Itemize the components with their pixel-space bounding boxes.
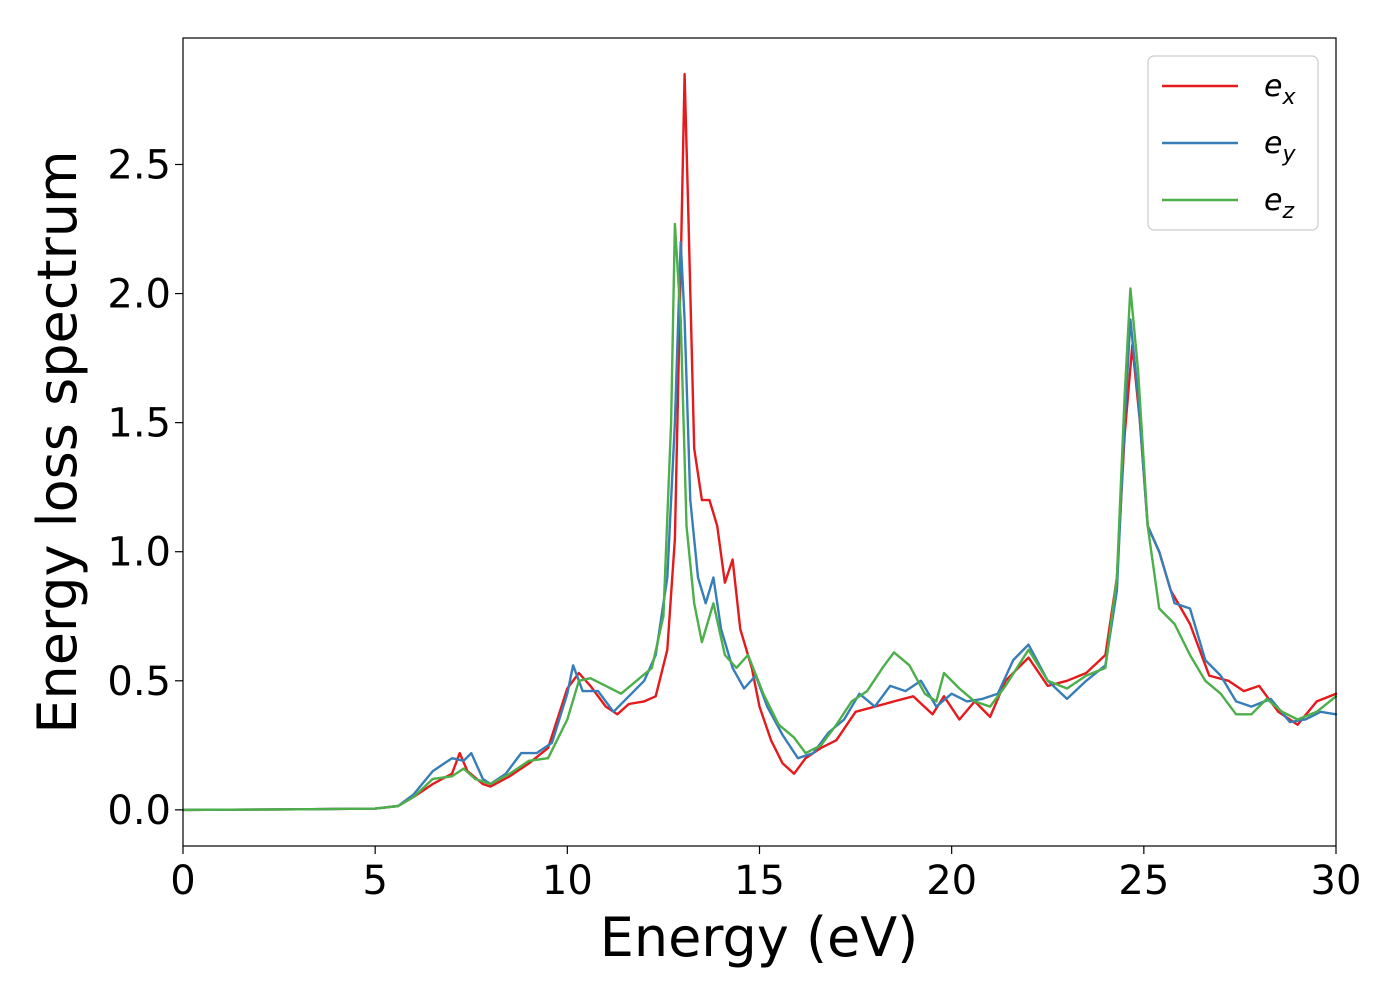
y-tick-label: 2.0	[107, 272, 171, 318]
y-tick-label: 2.5	[107, 142, 171, 188]
legend-label-ez: ez	[1264, 183, 1294, 224]
x-axis: 0 5 10 15 20 25 30	[170, 846, 1361, 904]
y-axis: 0.0 0.5 1.0 1.5 2.0 2.5	[107, 142, 183, 834]
y-tick-label: 0.0	[107, 788, 171, 834]
legend-label-ey: ey	[1264, 126, 1296, 167]
x-axis-label: Energy (eV)	[600, 906, 919, 969]
y-axis-label: Energy loss spectrum	[26, 150, 89, 733]
x-tick-label: 15	[734, 858, 785, 904]
y-tick-label: 1.5	[107, 401, 171, 447]
x-tick-label: 0	[170, 858, 195, 904]
series-layer	[181, 72, 1338, 812]
x-tick-label: 20	[926, 858, 977, 904]
x-tick-label: 5	[362, 858, 387, 904]
y-tick-label: 0.5	[107, 659, 171, 705]
x-tick-label: 30	[1311, 858, 1362, 904]
x-tick-label: 10	[542, 858, 593, 904]
y-tick-label: 1.0	[107, 530, 171, 576]
legend: ex ey ez	[1147, 55, 1319, 231]
legend-label-ex: ex	[1264, 69, 1296, 110]
series-line-ez	[181, 222, 1338, 812]
x-tick-label: 25	[1118, 858, 1169, 904]
